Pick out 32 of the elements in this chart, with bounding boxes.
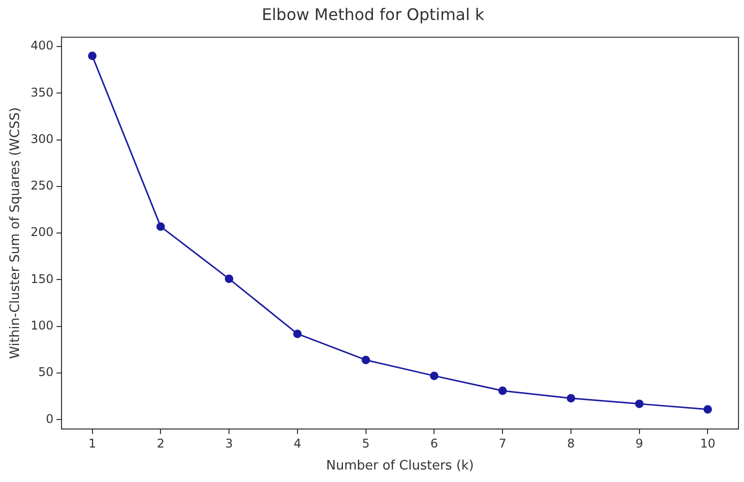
point [430, 372, 438, 380]
y-tick-label: 200 [30, 225, 54, 240]
y-tick-label: 250 [30, 178, 54, 193]
x-tick-label: 5 [362, 436, 370, 450]
x-tick-label: 1 [88, 436, 96, 450]
y-axis-title: Within-Cluster Sum of Squares (WCSS) [8, 107, 24, 359]
x-tick-label: 7 [498, 436, 506, 450]
point [156, 222, 165, 231]
y-tick-label: 300 [30, 132, 54, 146]
y-tick-label: 150 [30, 272, 54, 286]
y-tick-label: 0 [46, 412, 54, 426]
x-axis-title: Number of Clusters (k) [326, 458, 474, 474]
point [703, 405, 712, 414]
point [88, 52, 97, 60]
x-tick-label: 10 [700, 436, 716, 450]
point [362, 356, 370, 364]
x-tick-label: 2 [156, 436, 164, 450]
point [498, 386, 507, 396]
x-tick-label: 4 [294, 436, 302, 450]
x-tick-label: 6 [430, 436, 438, 450]
y-tick-label: 350 [30, 85, 54, 100]
point [293, 330, 302, 338]
x-tick-label: 9 [636, 436, 644, 450]
point [566, 394, 576, 402]
x-tick-label: 3 [225, 436, 233, 450]
y-tick-label: 100 [30, 318, 54, 333]
point [224, 274, 234, 284]
chart-title: Elbow Method for Optimal k [262, 4, 485, 24]
point [635, 400, 644, 408]
y-tick-label: 400 [30, 38, 54, 53]
y-tick-label: 50 [38, 365, 54, 380]
x-tick-label: 8 [567, 436, 575, 450]
